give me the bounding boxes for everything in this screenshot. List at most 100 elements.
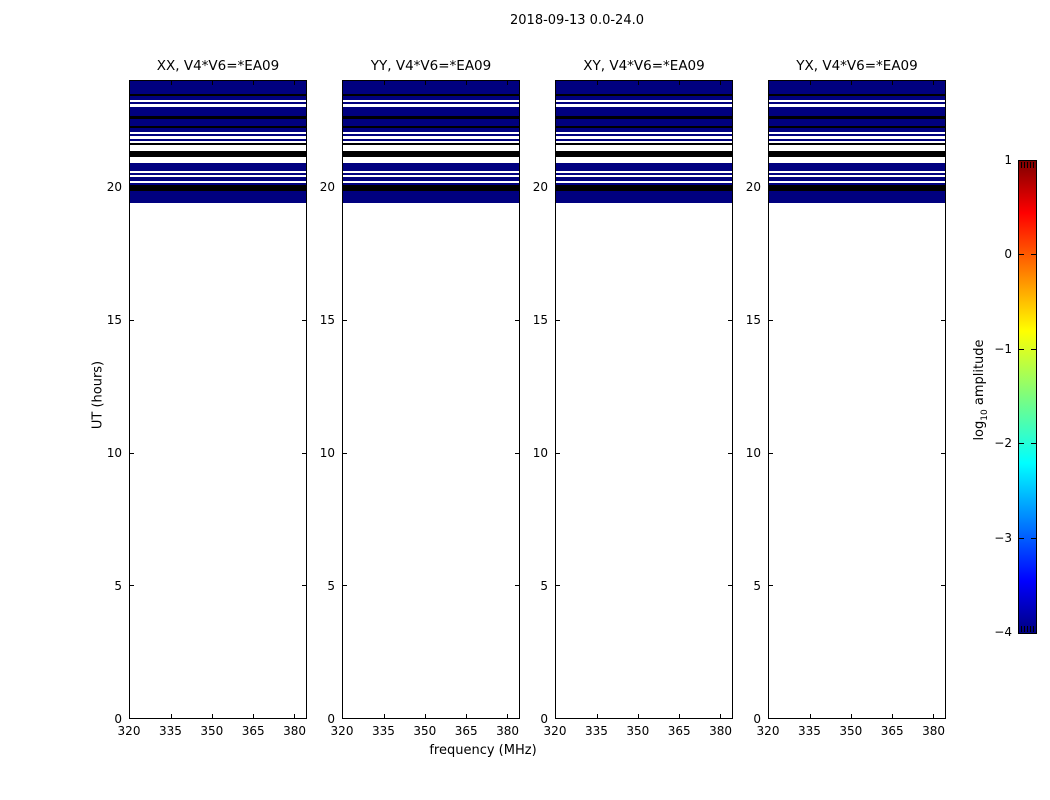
y-tick-mark-right — [728, 187, 732, 189]
band-stripe — [130, 127, 306, 132]
x-tick-label: 320 — [543, 724, 567, 738]
y-tick-mark-right — [728, 585, 732, 587]
y-tick-mark-right — [515, 319, 519, 321]
band-stripe — [130, 150, 306, 157]
band-stripe — [769, 81, 945, 94]
y-tick-label: 10 — [532, 445, 548, 460]
band-stripe — [556, 176, 732, 181]
band-stripe — [556, 127, 732, 132]
x-tick-mark-top — [293, 81, 295, 85]
figure-title: 2018-09-13 0.0-24.0 — [510, 13, 644, 28]
band-stripe — [130, 107, 306, 116]
x-tick-label: 380 — [496, 724, 520, 738]
y-tick-mark-right — [728, 319, 732, 321]
colorbar-tick-mark-left — [1019, 348, 1024, 350]
plot-area — [768, 80, 946, 719]
x-tick-mark-top — [678, 81, 680, 85]
colorbar-label-log: log — [972, 420, 988, 441]
band-stripe — [130, 133, 306, 136]
x-tick-mark-top — [932, 81, 934, 85]
x-tick-mark-bottom — [932, 714, 934, 718]
band-stripe — [130, 184, 306, 191]
y-tick-mark-right — [302, 585, 306, 587]
band-stripe — [769, 107, 945, 116]
band-stripe — [556, 138, 732, 141]
colorbar-tick-mark-left — [1019, 537, 1024, 539]
x-tick-mark-bottom — [383, 714, 385, 718]
band-stripe — [769, 127, 945, 132]
band-stripe — [556, 81, 732, 94]
band-stripe — [769, 162, 945, 171]
x-tick-label: 380 — [709, 724, 733, 738]
band-stripe — [343, 81, 519, 94]
band-stripe — [556, 115, 732, 119]
panel-title: YX, V4*V6=*EA09 — [796, 58, 918, 74]
plot-area — [129, 80, 307, 719]
x-tick-mark-bottom — [424, 714, 426, 718]
y-tick-label: 5 — [114, 578, 122, 593]
x-tick-mark-top — [809, 81, 811, 85]
x-tick-label: 350 — [200, 724, 224, 738]
x-tick-label: 320 — [117, 724, 141, 738]
y-tick-label: 0 — [753, 712, 761, 726]
x-tick-mark-bottom — [252, 714, 254, 718]
y-tick-mark-left — [769, 585, 773, 587]
colorbar-tick-label: −4 — [994, 625, 1012, 639]
band-stripe — [556, 150, 732, 157]
y-tick-mark-left — [343, 585, 347, 587]
band-stripe — [769, 190, 945, 203]
y-tick-mark-right — [515, 452, 519, 454]
y-tick-label: 15 — [319, 312, 335, 327]
colorbar-label-rest: amplitude — [972, 339, 988, 410]
band-stripe — [343, 94, 519, 96]
band-stripe — [769, 172, 945, 175]
x-tick-label: 365 — [880, 724, 904, 738]
panel-title: XX, V4*V6=*EA09 — [156, 58, 280, 74]
colorbar-tick-mark-right — [1031, 254, 1036, 256]
band-stripe — [769, 95, 945, 100]
y-tick-label: 15 — [532, 312, 548, 327]
y-tick-mark-left — [556, 187, 560, 189]
band-stripe — [769, 142, 945, 145]
colorbar-tick-label: −3 — [994, 530, 1012, 545]
band-stripe — [130, 138, 306, 141]
x-tick-mark-bottom — [678, 714, 680, 718]
y-tick-mark-left — [769, 187, 773, 189]
y-tick-mark-left — [343, 319, 347, 321]
y-tick-mark-left — [556, 452, 560, 454]
colorbar-tick-mark-right — [1031, 443, 1036, 445]
band-stripe — [556, 190, 732, 203]
band-stripe — [769, 150, 945, 157]
y-tick-mark-left — [769, 452, 773, 454]
x-tick-label: 365 — [454, 724, 478, 738]
colorbar-gradient — [1019, 161, 1036, 633]
x-tick-label: 335 — [797, 724, 821, 738]
colorbar-tick-label: −1 — [994, 341, 1012, 356]
y-tick-label: 0 — [327, 712, 335, 726]
band-stripe — [130, 94, 306, 96]
x-tick-mark-bottom — [293, 714, 295, 718]
band-stripe — [343, 138, 519, 141]
y-tick-mark-right — [302, 187, 306, 189]
x-tick-mark-bottom — [637, 714, 639, 718]
x-tick-mark-top — [891, 81, 893, 85]
colorbar-tick-label: −2 — [994, 436, 1012, 451]
band-stripe — [130, 125, 306, 128]
y-tick-label: 5 — [540, 578, 548, 593]
x-tick-label: 320 — [330, 724, 354, 738]
y-tick-label: 10 — [106, 445, 122, 460]
y-tick-mark-right — [941, 187, 945, 189]
x-axis-label: frequency (MHz) — [429, 743, 537, 758]
x-tick-mark-bottom — [596, 714, 598, 718]
y-tick-label: 0 — [540, 712, 548, 726]
x-tick-label: 380 — [922, 724, 946, 738]
band-stripe — [769, 138, 945, 141]
colorbar-tick-label: 0 — [1004, 247, 1012, 262]
x-tick-label: 350 — [626, 724, 650, 738]
y-tick-label: 10 — [319, 445, 335, 460]
band-stripe — [343, 190, 519, 203]
band-stripe — [556, 94, 732, 96]
plot-area — [555, 80, 733, 719]
x-tick-mark-top — [596, 81, 598, 85]
band-stripe — [343, 115, 519, 119]
